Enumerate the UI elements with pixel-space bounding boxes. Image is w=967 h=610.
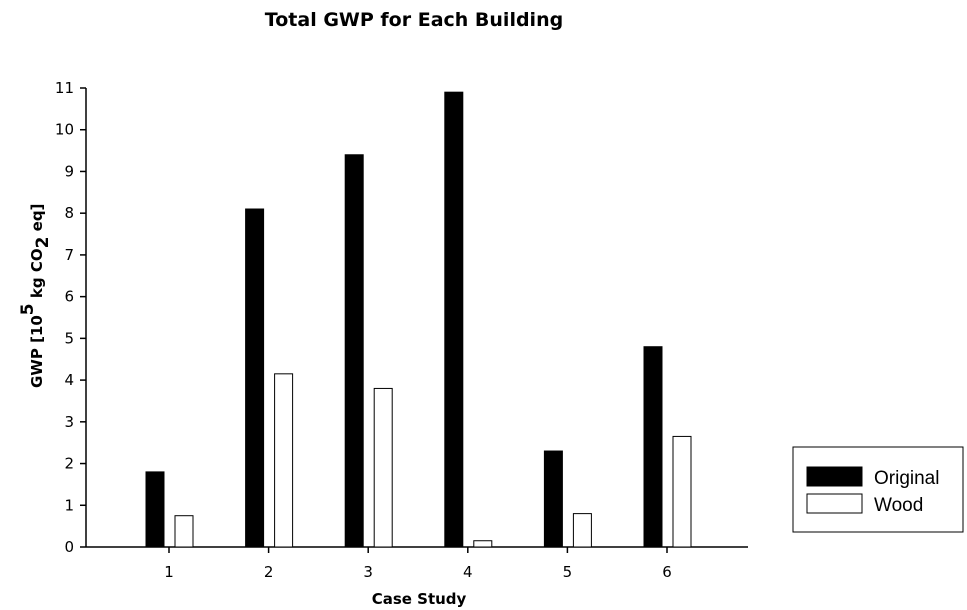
y-tick-label: 8 (64, 204, 74, 222)
x-tick-label: 3 (363, 563, 373, 581)
x-axis-ticks: 1 2 3 4 5 6 (164, 547, 672, 581)
y-axis-title-suffix: eq] (28, 204, 46, 237)
bar-original-case-2 (245, 208, 265, 548)
bar-wood-case-2 (274, 373, 294, 548)
bar-wood-case-1 (174, 515, 194, 548)
legend-label-original: Original (874, 468, 939, 489)
y-tick-label: 4 (64, 371, 74, 389)
y-tick-label: 2 (64, 455, 74, 473)
y-tick-label: 0 (64, 538, 74, 556)
legend: Original Wood (792, 446, 964, 533)
x-tick-label: 6 (662, 563, 672, 581)
bar-wood-case-4 (473, 540, 493, 548)
x-tick-label: 2 (264, 563, 274, 581)
legend-box (792, 446, 964, 533)
y-tick-label: 11 (55, 79, 74, 97)
legend-swatch-wood (806, 493, 863, 514)
y-tick-label: 9 (64, 162, 74, 180)
x-axis-title: Case Study (372, 590, 467, 608)
legend-label-wood: Wood (874, 495, 923, 516)
y-axis-title-exponent: 5 (18, 303, 38, 315)
y-tick-label: 6 (64, 288, 74, 306)
y-tick-label: 3 (64, 413, 74, 431)
y-axis-ticks: 0 1 2 3 4 5 6 7 8 9 10 11 (55, 79, 86, 556)
bar-wood-case-5 (572, 513, 592, 548)
chart-title: Total GWP for Each Building (265, 9, 563, 31)
legend-swatch-original (806, 466, 863, 487)
x-tick-label: 5 (563, 563, 573, 581)
y-axis-title-subscript: 2 (33, 237, 53, 249)
bar-original-case-1 (145, 471, 165, 548)
y-tick-label: 5 (64, 329, 74, 347)
bar-original-case-3 (344, 154, 364, 548)
bar-original-case-5 (543, 450, 563, 548)
y-axis-title-unit: kg CO (28, 248, 46, 303)
y-axis-title: GWP [105 kg CO2 eq] (18, 204, 53, 388)
bar-original-case-4 (444, 91, 464, 548)
bar-wood-case-6 (672, 435, 692, 548)
x-tick-label: 1 (164, 563, 174, 581)
y-tick-label: 7 (64, 246, 74, 264)
x-tick-label: 4 (463, 563, 473, 581)
y-axis-title-prefix: GWP [10 (28, 315, 46, 388)
bars (145, 91, 692, 548)
bar-wood-case-3 (373, 387, 393, 548)
y-tick-label: 10 (55, 121, 74, 139)
bar-original-case-6 (643, 346, 663, 548)
y-tick-label: 1 (64, 496, 74, 514)
